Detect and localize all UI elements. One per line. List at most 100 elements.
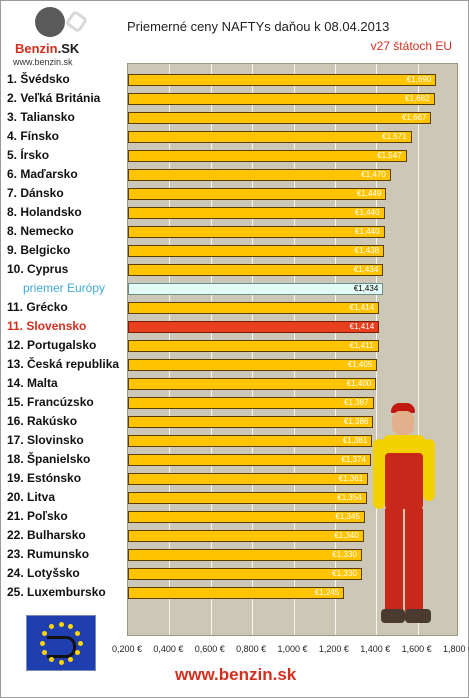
flag-star-icon [49,624,54,630]
bar-value-label: €1,374 [341,455,366,464]
bar-value-label: €1,400 [346,379,372,388]
bar-12: €1,434 [128,283,384,295]
gridline [417,64,419,635]
x-tick-label: 1,600 € [401,644,432,654]
bar-18: €1,387 [128,397,374,409]
bar-1: €1,690 [128,74,437,86]
bar-9: €1,440 [128,226,385,238]
bar-14: €1,414 [128,321,380,333]
category-label: 14. Malta [7,376,58,390]
bar-10: €1,438 [128,245,385,257]
bar-value-label: €1,434 [353,284,379,293]
bar-value-label: €1,667 [402,113,427,122]
category-label: 8. Nemecko [7,224,74,238]
bar-3: €1,667 [128,112,432,124]
category-label: 2. Veľká Británia [7,91,101,105]
flag-star-icon [58,621,64,627]
bar-value-label: €1,340 [334,531,359,540]
category-label: 4. Fínsko [7,129,60,143]
gas-attendant-mascot-icon [369,403,439,635]
bar-value-label: €1,438 [354,246,380,255]
bar-value-label: €1,386 [343,417,369,426]
gridline [459,64,460,635]
bar-19: €1,386 [128,416,374,428]
category-label: 23. Rumunsko [7,547,90,561]
bar-23: €1,354 [128,492,367,504]
bar-value-label: €1,330 [332,569,357,578]
category-label: 11. Slovensko [7,319,87,333]
bar-26: €1,330 [128,549,362,561]
flag-star-icon [42,631,48,636]
footer-url[interactable]: www.benzin.sk [175,665,297,684]
bar-value-label: €1,690 [406,75,432,84]
bar-4: €1,571 [128,131,412,143]
bar-value-label: €1,330 [332,550,357,559]
category-label: 1. Švédsko [7,72,70,86]
bar-21: €1,374 [128,454,371,466]
logo-url: www.benzin.sk [13,57,73,67]
category-label: 8. Holandsko [7,205,82,219]
x-tick-label: 0,800 € [236,644,267,654]
bar-value-label: €1,547 [377,151,402,160]
category-label: 15. Francúzsko [7,395,94,409]
bar-value-label: €1,245 [314,588,340,597]
bar-24: €1,345 [128,511,365,523]
bar-value-label: €1,381 [342,436,368,445]
benzin-logo[interactable]: Benzin.SK www.benzin.sk [9,7,89,69]
chart-subtitle: v27 štátoch EU [370,39,452,53]
bar-value-label: €1,405 [347,360,373,369]
bar-value-label: €1,361 [338,474,364,483]
flag-star-icon [39,640,45,646]
bar-6: €1,470 [128,169,391,181]
eu-flag-icon [26,615,96,671]
bar-22: €1,361 [128,473,369,485]
bar-value-label: €1,411 [349,341,374,350]
category-label: 21. Poľsko [7,509,68,523]
bar-value-label: €1,470 [361,170,386,179]
bar-value-label: €1,449 [356,189,382,198]
category-label: 11. Grécko [7,300,68,314]
bar-value-label: €1,345 [335,512,360,521]
bar-27: €1,330 [128,568,362,580]
bar-13: €1,414 [128,302,380,314]
logo-brand-part2: .SK [57,41,80,56]
flag-star-icon [74,650,80,655]
category-label: 24. Lotyšsko [7,566,80,580]
bar-11: €1,434 [128,264,384,276]
flag-star-icon [77,640,83,646]
bar-value-label: €1,440 [355,227,380,236]
flag-star-icon [58,659,64,665]
x-axis: 0,200 € 0,400 € 0,600 € 0,800 € 1,000 € 1,200… [1,644,469,658]
fuel-nozzle-icon [35,7,89,37]
category-label: 12. Portugalsko [7,338,97,352]
bar-20: €1,381 [128,435,373,447]
bar-value-label: €1,682 [405,94,430,103]
bar-25: €1,340 [128,530,364,542]
bar-5: €1,547 [128,150,407,162]
bar-value-label: €1,387 [344,398,369,407]
bar-value-label: €1,440 [355,208,380,217]
bar-value-label: €1,434 [353,265,379,274]
bar-value-label: €1,414 [349,303,375,312]
bar-28: €1,245 [128,587,345,599]
flag-star-icon [42,650,48,655]
bar-8: €1,440 [128,207,385,219]
x-tick-label: 0,400 € [153,644,184,654]
logo-brand-part1: Benzin [15,41,58,56]
bar-15: €1,411 [128,340,379,352]
x-tick-label: 1,200 € [318,644,349,654]
category-label: 7. Dánsko [7,186,64,200]
flag-star-icon [68,624,73,630]
category-label: 9. Belgicko [7,243,71,257]
bar-value-label: €1,414 [349,322,375,331]
x-tick-label: 1,000 € [277,644,308,654]
logo-brand: Benzin.SK [15,41,79,56]
bar-16: €1,405 [128,359,378,371]
flag-star-icon [74,631,80,636]
category-label: 25. Luxembursko [7,585,106,599]
chart-title: Priemerné ceny NAFTYs daňou k 08.04.2013 [127,19,390,34]
flag-star-icon [49,656,54,662]
category-label: 5. Írsko [7,148,50,162]
x-tick-label: 1,800 € [442,644,469,654]
